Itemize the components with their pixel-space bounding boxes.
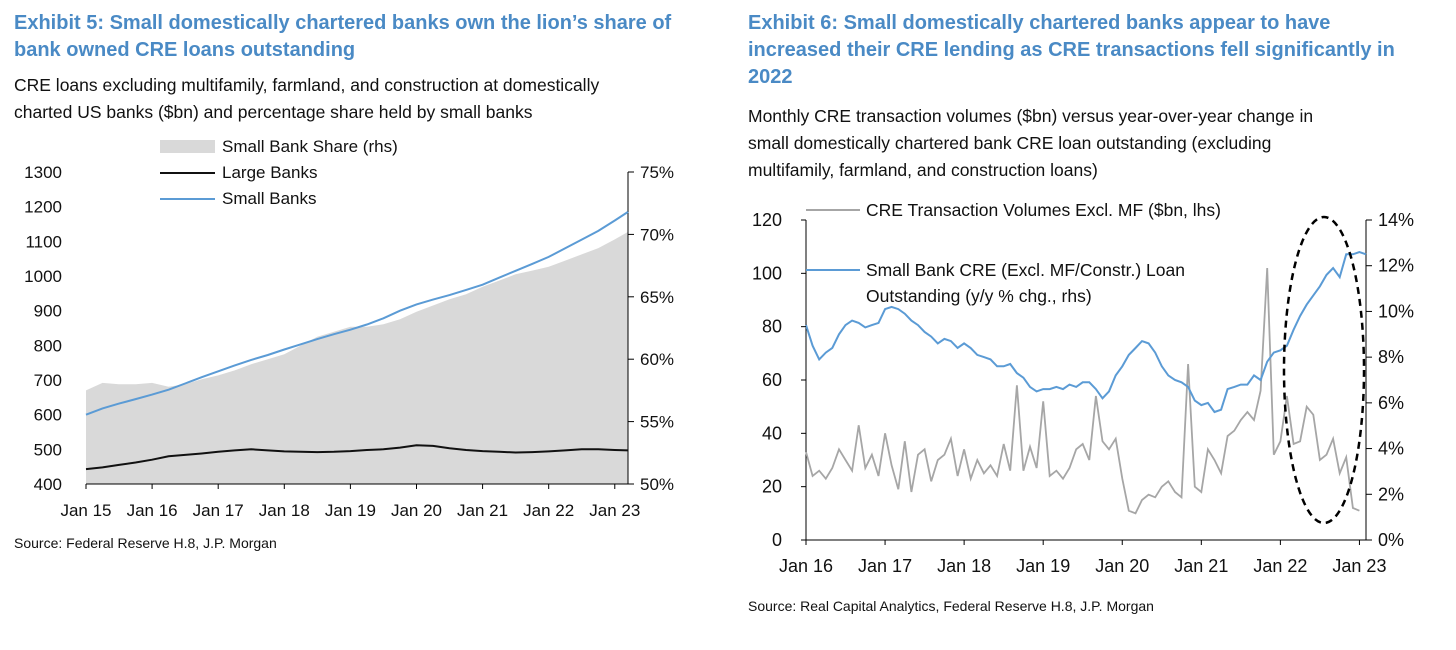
exhibit-6-subtitle-line-2: small domestically chartered bank CRE lo… — [748, 133, 1272, 153]
right-y-tick-label: 65% — [640, 288, 674, 307]
exhibit-5-subtitle-line-1: CRE loans excluding multifamily, farmlan… — [14, 75, 600, 95]
exhibit-6: Exhibit 6: Small domestically chartered … — [746, 0, 1456, 628]
x-tick-label: Jan 15 — [60, 501, 111, 520]
right-y-tick-label: 6% — [1378, 393, 1404, 413]
small-bank-share-area — [86, 231, 628, 484]
left-y-tick-label: 900 — [34, 302, 62, 321]
left-y-tick-label: 1000 — [24, 267, 62, 286]
small-banks-line — [85, 211, 629, 416]
right-y-tick-label: 14% — [1378, 210, 1414, 230]
left-y-tick-label: 600 — [34, 406, 62, 425]
left-y-tick-label: 700 — [34, 371, 62, 390]
right-y-tick-label: 4% — [1378, 439, 1404, 459]
small-bank-cre-loan-line — [805, 250, 1367, 414]
left-y-tick-label: 0 — [772, 530, 782, 550]
x-tick-label: Jan 18 — [937, 556, 991, 576]
exhibit-6-chart: 120 100 80 60 40 20 0 14% 12% 10% 8% 6% 4% 2% 0% Jan 16… — [752, 200, 1414, 576]
right-y-tick-label: 75% — [640, 163, 674, 182]
x-tick-label: Jan 21 — [457, 501, 508, 520]
exhibit-5: Exhibit 5: Small domestically chartered … — [0, 0, 730, 628]
cre-transaction-volumes-line — [805, 267, 1360, 515]
exhibit-6-title: Exhibit 6: Small domestically chartered … — [748, 10, 1395, 91]
right-y-tick-label: 70% — [640, 225, 674, 244]
left-y-tick-label: 1300 — [24, 163, 62, 182]
exhibit-5-subtitle: CRE loans excluding multifamily, farmlan… — [14, 72, 599, 126]
exhibit-6-title-line-3: 2022 — [748, 66, 793, 88]
right-y-tick-label: 50% — [640, 475, 674, 494]
x-tick-label: Jan 22 — [1253, 556, 1307, 576]
left-y-tick-label: 100 — [752, 263, 782, 283]
x-tick-label: Jan 16 — [779, 556, 833, 576]
large-banks-line — [85, 444, 629, 471]
right-y-tick-label: 0% — [1378, 530, 1404, 550]
x-tick-label: Jan 17 — [858, 556, 912, 576]
exhibit-6-subtitle: Monthly CRE transaction volumes ($bn) ve… — [748, 103, 1313, 184]
left-y-tick-label: 800 — [34, 336, 62, 355]
left-y-tick-label: 40 — [762, 423, 782, 443]
left-y-tick-label: 120 — [752, 210, 782, 230]
exhibit-6-title-line-1: Exhibit 6: Small domestically chartered … — [748, 12, 1331, 34]
legend-label-share: Small Bank Share (rhs) — [222, 137, 398, 156]
left-y-tick-label: 20 — [762, 477, 782, 497]
exhibit-5-source: Source: Federal Reserve H.8, J.P. Morgan — [14, 535, 277, 551]
highlight-ellipse — [1282, 215, 1366, 525]
x-tick-label: Jan 20 — [1095, 556, 1149, 576]
left-y-tick-label: 80 — [762, 317, 782, 337]
exhibit-5-title-line-2: bank owned CRE loans outstanding — [14, 39, 356, 61]
left-y-tick-label: 60 — [762, 370, 782, 390]
exhibit-5-chart: 1300 1200 1100 1000 900 800 700 600 500 400 75% 70%… — [24, 137, 674, 520]
exhibit-6-subtitle-line-1: Monthly CRE transaction volumes ($bn) ve… — [748, 106, 1314, 126]
exhibit-6-subtitle-line-3: multifamily, farmland, and construction … — [748, 160, 1098, 180]
right-y-tick-label: 8% — [1378, 347, 1404, 367]
right-y-tick-label: 10% — [1378, 301, 1414, 321]
x-tick-label: Jan 18 — [259, 501, 310, 520]
exhibit-5-subtitle-line-2: charted US banks ($bn) and percentage sh… — [14, 102, 533, 122]
x-tick-label: Jan 16 — [127, 501, 178, 520]
legend-label-loans-line-2: Outstanding (y/y % chg., rhs) — [866, 286, 1092, 306]
legend-label-loans-line-1: Small Bank CRE (Excl. MF/Constr.) Loan — [866, 260, 1185, 280]
x-tick-label: Jan 19 — [325, 501, 376, 520]
x-tick-label: Jan 17 — [193, 501, 244, 520]
left-y-tick-label: 1100 — [25, 232, 62, 251]
legend-label-small: Small Banks — [222, 189, 316, 208]
left-y-tick-label: 500 — [34, 440, 62, 459]
legend-label-large: Large Banks — [222, 163, 317, 182]
left-y-tick-label: 1200 — [24, 198, 62, 217]
right-y-tick-label: 60% — [640, 350, 674, 369]
exhibit-5-title: Exhibit 5: Small domestically chartered … — [14, 10, 671, 64]
x-tick-label: Jan 22 — [523, 501, 574, 520]
x-tick-label: Jan 23 — [1332, 556, 1386, 576]
right-y-tick-label: 2% — [1378, 484, 1404, 504]
legend-swatch-share — [160, 140, 215, 153]
exhibit-6-title-line-2: increased their CRE lending as CRE trans… — [748, 39, 1395, 61]
left-y-tick-label: 400 — [34, 475, 62, 494]
x-tick-label: Jan 19 — [1016, 556, 1070, 576]
x-tick-label: Jan 21 — [1174, 556, 1228, 576]
right-y-tick-label: 12% — [1378, 256, 1414, 276]
exhibit-5-title-line-1: Exhibit 5: Small domestically chartered … — [14, 12, 672, 34]
exhibit-6-source: Source: Real Capital Analytics, Federal … — [748, 598, 1154, 614]
right-y-tick-label: 55% — [640, 413, 674, 432]
legend-label-transactions: CRE Transaction Volumes Excl. MF ($bn, l… — [866, 200, 1221, 220]
x-tick-label: Jan 23 — [589, 501, 640, 520]
x-tick-label: Jan 20 — [391, 501, 442, 520]
